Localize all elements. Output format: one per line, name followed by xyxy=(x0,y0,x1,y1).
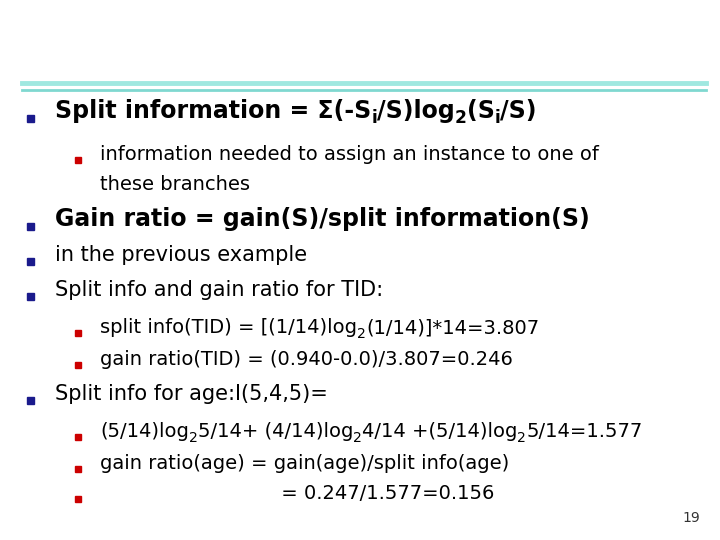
Text: 5/14+ (4/14)log: 5/14+ (4/14)log xyxy=(198,422,353,441)
Bar xyxy=(27,396,34,403)
Text: 2: 2 xyxy=(353,431,362,445)
Text: information needed to assign an instance to one of: information needed to assign an instance… xyxy=(100,145,599,164)
Text: 2: 2 xyxy=(357,327,366,341)
Text: in the previous example: in the previous example xyxy=(55,245,307,265)
Text: gain ratio(TID) = (0.940-0.0)/3.807=0.246: gain ratio(TID) = (0.940-0.0)/3.807=0.24… xyxy=(100,350,513,369)
Text: Split info for age:I(5,4,5)=: Split info for age:I(5,4,5)= xyxy=(55,384,328,404)
Bar xyxy=(27,114,34,122)
Text: Split information = Σ(-S: Split information = Σ(-S xyxy=(55,99,372,123)
Text: (S: (S xyxy=(467,99,495,123)
Text: these branches: these branches xyxy=(100,175,250,194)
Text: split info(TID) = [(1/14)log: split info(TID) = [(1/14)log xyxy=(100,318,357,337)
Text: 4/14 +(5/14)log: 4/14 +(5/14)log xyxy=(362,422,518,441)
Text: 2: 2 xyxy=(455,109,467,127)
Text: Split info and gain ratio for TID:: Split info and gain ratio for TID: xyxy=(55,280,383,300)
Bar xyxy=(75,330,81,336)
Bar xyxy=(75,466,81,472)
Bar xyxy=(75,157,81,163)
Text: i: i xyxy=(495,109,500,127)
Text: 19: 19 xyxy=(683,511,700,525)
Bar xyxy=(75,362,81,368)
Text: 2: 2 xyxy=(518,431,526,445)
Bar xyxy=(27,293,34,300)
Bar xyxy=(75,434,81,440)
Text: 5/14=1.577: 5/14=1.577 xyxy=(526,422,642,441)
Text: /S): /S) xyxy=(500,99,536,123)
Bar xyxy=(27,222,34,230)
Bar xyxy=(75,496,81,502)
Text: (1/14)]*14=3.807: (1/14)]*14=3.807 xyxy=(366,318,539,337)
Bar xyxy=(27,258,34,265)
Text: /S)log: /S)log xyxy=(377,99,455,123)
Text: (5/14)log: (5/14)log xyxy=(100,422,189,441)
Text: i: i xyxy=(372,109,377,127)
Text: 2: 2 xyxy=(189,431,198,445)
Text: Gain ratio = gain(S)/split information(S): Gain ratio = gain(S)/split information(S… xyxy=(55,207,590,231)
Text: = 0.247/1.577=0.156: = 0.247/1.577=0.156 xyxy=(100,484,495,503)
Text: gain ratio(age) = gain(age)/split info(age): gain ratio(age) = gain(age)/split info(a… xyxy=(100,454,509,473)
